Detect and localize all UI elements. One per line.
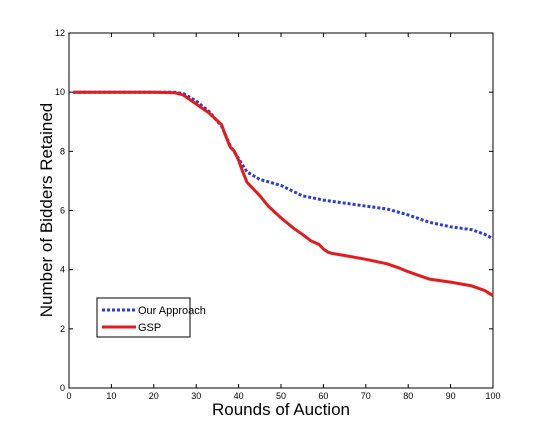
- x-tick-label: 20: [149, 391, 159, 401]
- x-tick-label: 50: [276, 391, 286, 401]
- x-tick-label: 60: [318, 391, 328, 401]
- legend-box: [96, 297, 191, 338]
- series-line-our-approach: [73, 90, 494, 240]
- x-tick-label: 10: [106, 391, 116, 401]
- legend: Our Approach GSP: [96, 297, 206, 338]
- x-tick-label: 70: [361, 391, 371, 401]
- legend-label-gsp: GSP: [138, 322, 161, 334]
- y-tick-label: 12: [55, 28, 65, 38]
- y-tick-label: 2: [60, 324, 65, 334]
- x-axis-title: Rounds of Auction: [212, 400, 350, 419]
- legend-label-our-approach: Our Approach: [138, 305, 206, 317]
- x-tick-label: 0: [66, 391, 71, 401]
- y-tick-label: 8: [60, 146, 65, 156]
- series-line-gsp: [73, 90, 494, 297]
- x-tick-label: 100: [485, 391, 500, 401]
- y-tick-label: 10: [55, 87, 65, 97]
- x-tick-label: 30: [191, 391, 201, 401]
- y-axis: 0 2 4 6 8 10 12: [55, 28, 493, 393]
- x-tick-label: 40: [234, 391, 244, 401]
- y-tick-label: 4: [60, 265, 65, 275]
- y-tick-label: 6: [60, 206, 65, 216]
- series-layer: [73, 90, 494, 297]
- x-axis: 0 10 20 30 40 50 60 70 80 90 100: [66, 33, 501, 401]
- y-axis-title: Number of Bidders Retained: [37, 103, 56, 318]
- x-tick-label: 90: [446, 391, 456, 401]
- x-tick-label: 80: [403, 391, 413, 401]
- y-tick-label: 0: [60, 383, 65, 393]
